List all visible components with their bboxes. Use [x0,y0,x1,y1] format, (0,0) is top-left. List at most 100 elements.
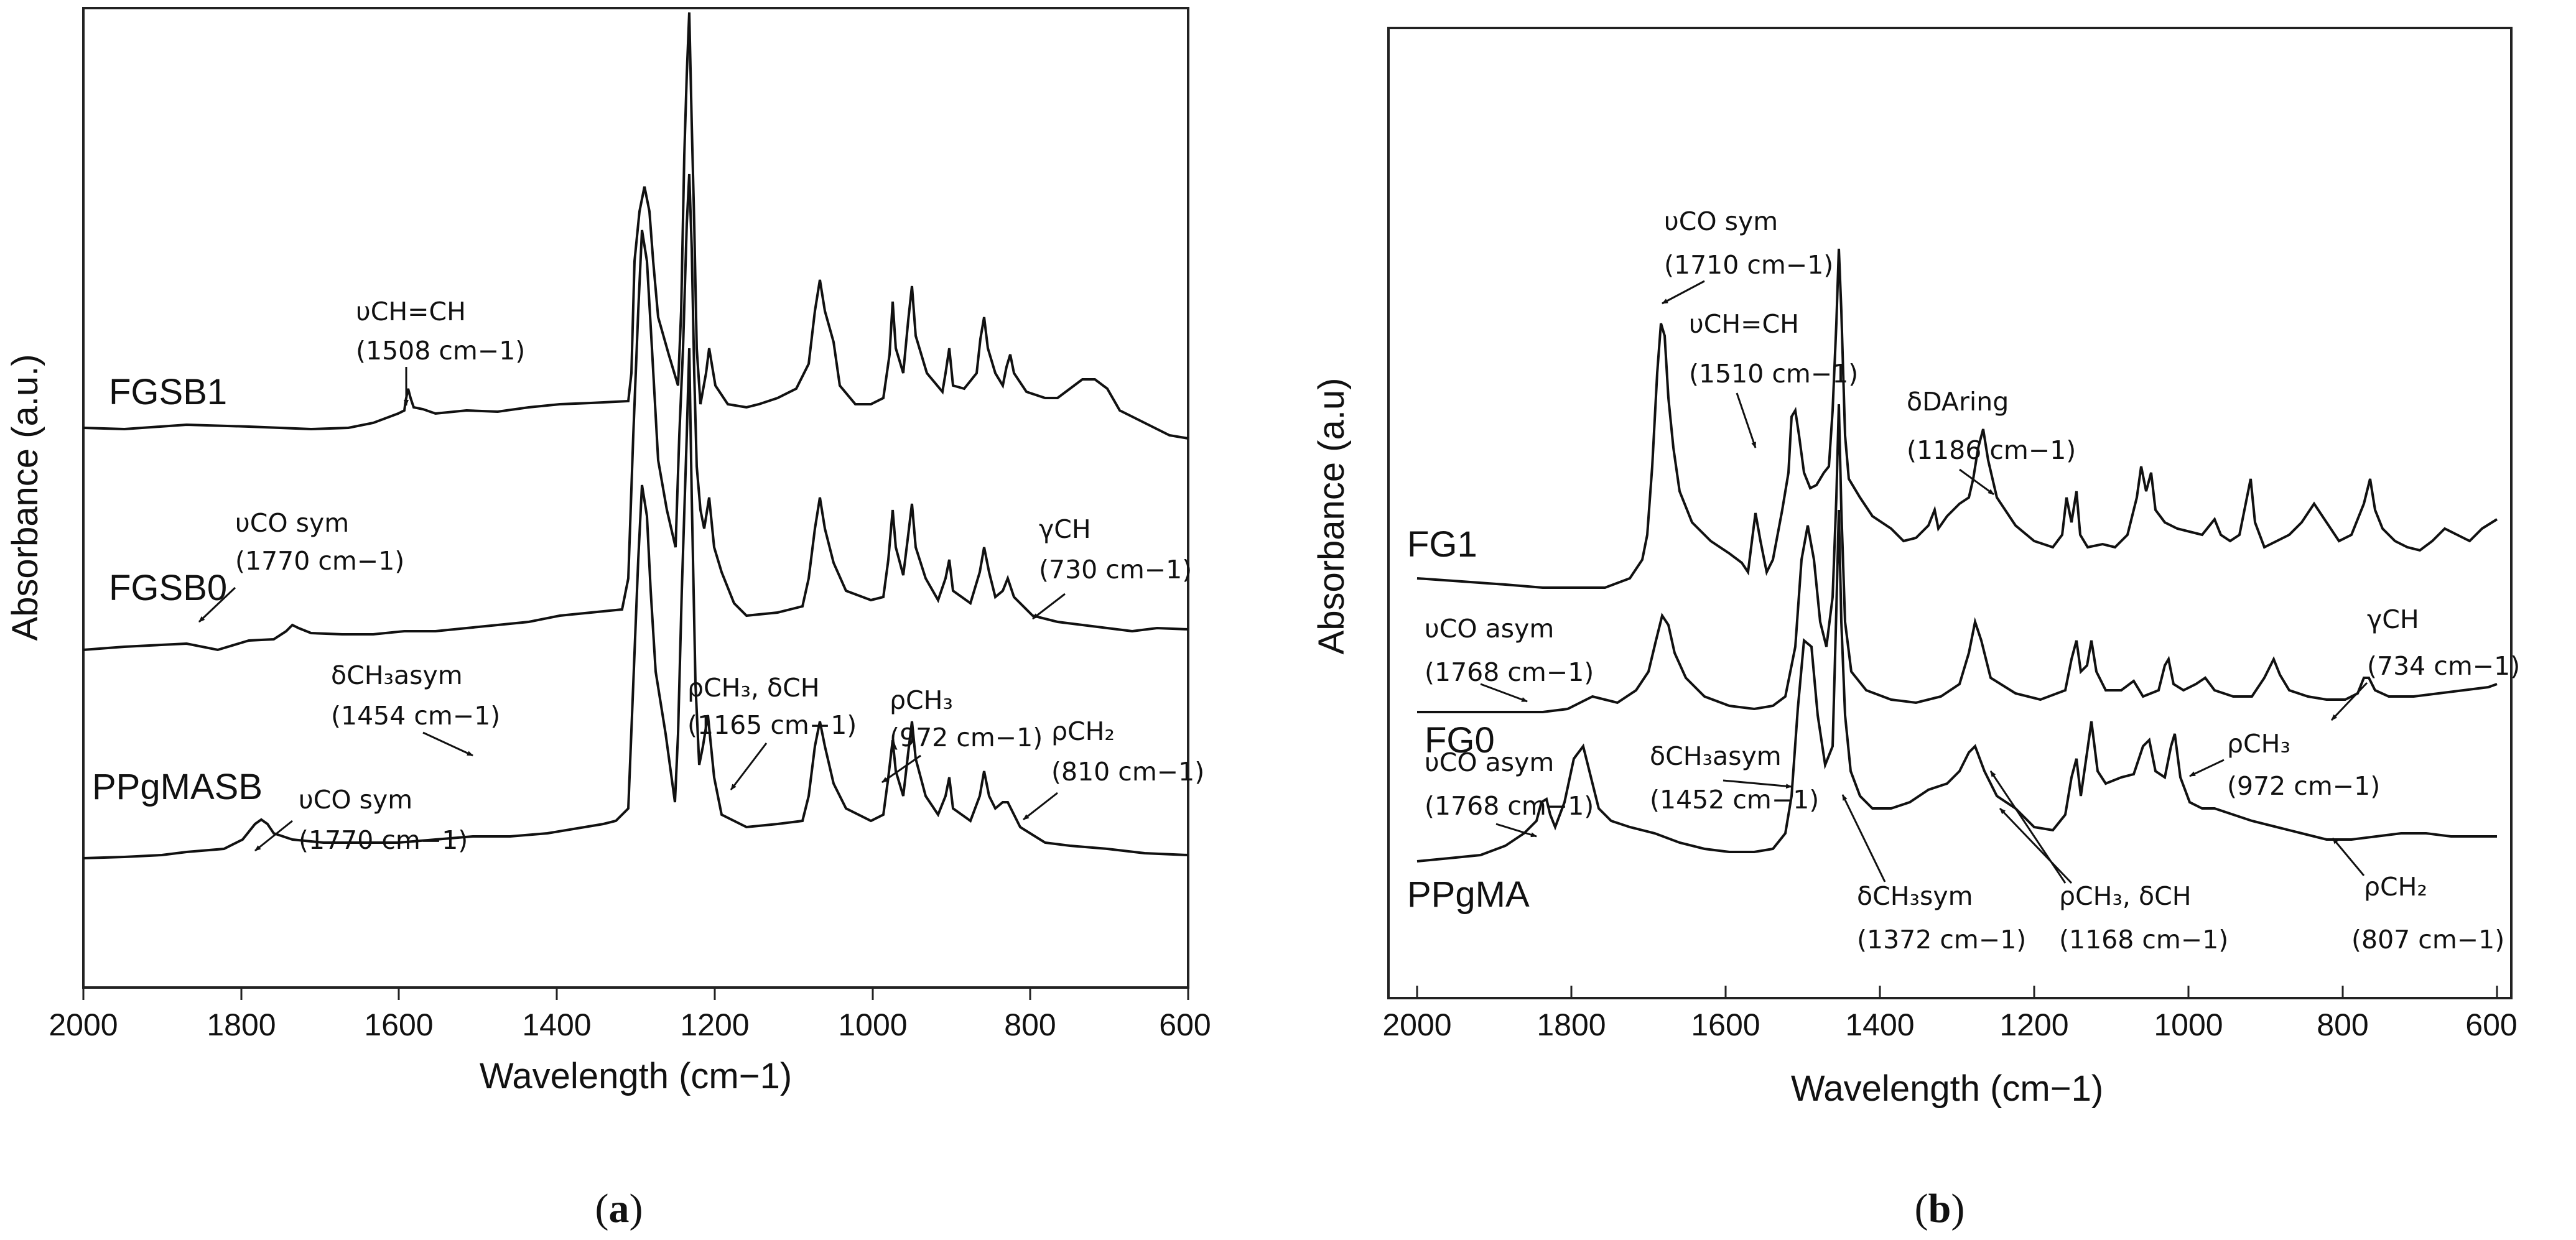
panel-a-y-axis-title: Absorbance (a.u.) [5,354,45,641]
annotation-value: (730 cm−1) [1039,555,1192,585]
spectrum-line-FG0 [1417,404,2498,713]
annotation-value: (1372 cm−1) [1857,925,2026,955]
x-tick-label: 1400 [522,1007,591,1042]
annotation: ρCH₂ (810 cm−1) [1023,716,1204,821]
annotation-arrow [1662,280,1705,305]
annotation-value: (1770 cm−1) [299,825,468,855]
annotation-arrow [1480,683,1528,703]
annotation-label: δCH₃sym [1857,881,1973,911]
annotation: υCH=CH (1508 cm−1) [356,297,525,406]
annotation: δCH₃sym (1372 cm−1) [1841,794,2026,955]
x-tick-label: 600 [2465,1007,2517,1042]
spectrum-line-PPgMA [1416,509,2497,863]
annotation-value: (972 cm−1) [2227,771,2380,801]
caption-a-letter: a [609,1186,630,1231]
x-tick-label: 1800 [1537,1007,1606,1042]
panel-b-y-axis-title: Absorbance (a.u) [1311,378,1352,655]
series-label-PPgMA: PPgMA [1407,874,1530,915]
x-tick-label: 1200 [1999,1007,2068,1042]
annotation-arrow [881,754,921,784]
annotation-label: υCH=CH [356,297,466,326]
series-label-FGSB1: FGSB1 [109,372,227,412]
annotation: υCO sym (1770 cm−1) [254,785,468,855]
annotation-value: (972 cm−1) [890,723,1043,752]
annotation-value: (1508 cm−1) [356,336,525,366]
series-label-FG1: FG1 [1407,524,1477,565]
caption-a: (a) [595,1186,643,1231]
annotation-label: υCO sym [235,508,349,538]
annotation-label: υCO asym [1425,614,1554,644]
x-tick-label: 1400 [1845,1007,1914,1042]
panel-a-x-tick-labels: 2000 1800 1600 1400 1200 1000 800 600 [49,1007,1211,1042]
x-tick-label: 1000 [2154,1007,2223,1042]
caption-b-letter: b [1928,1186,1951,1231]
annotation-arrow [2189,759,2225,777]
annotation-value: (1454 cm−1) [331,701,500,731]
annotation-label: δCH₃asym [331,660,463,690]
annotation: ρCH₃, δCH (1165 cm−1) [687,673,857,790]
annotation: γCH (730 cm−1) [1032,514,1192,620]
caption-b: (b) [1915,1186,1965,1231]
annotation-arrow [254,820,293,852]
panel-b: 2000 1800 1600 1400 1200 1000 800 600 Wa… [1311,27,2520,1231]
x-tick-label: 1200 [680,1007,749,1042]
annotation-label: ρCH₃ [2227,729,2290,759]
annotation-label: υCH=CH [1689,309,1799,339]
annotation-value: (1768 cm−1) [1425,791,1594,821]
panel-b-frame [1387,27,2513,999]
annotation-value: (1770 cm−1) [235,546,404,576]
spectrum-line-FG1 [1416,248,2498,589]
panel-a-frame [82,7,1189,989]
annotation: υCO sym (1770 cm−1) [198,508,404,623]
annotation-label: γCH [2367,604,2419,634]
annotation-arrow [198,586,236,623]
annotation-value: (1186 cm−1) [1907,435,2076,465]
annotation-label: γCH [1039,514,1091,544]
annotation-label: ρCH₃ [890,685,953,715]
annotation-value: (1710 cm−1) [1664,250,1833,280]
x-tick-label: 600 [1159,1007,1211,1042]
panel-a-x-axis-title: Wavelength (cm−1) [480,1056,792,1096]
annotation-arrow [1736,392,1757,448]
annotation: ρCH₃, δCH (1168 cm−1) [1989,770,2228,955]
series-label-PPgMASB: PPgMASB [92,767,263,807]
annotation-label: ρCH₂ [2364,872,2427,902]
annotation-value: (1168 cm−1) [2059,925,2228,955]
panel-b-x-axis-title: Wavelength (cm−1) [1791,1068,2103,1109]
annotation-label: ρCH₃, δCH [687,673,820,703]
annotation-label: υCO asym [1425,747,1554,777]
annotation-value: (1452 cm−1) [1650,785,1819,815]
x-tick-label: 2000 [49,1007,118,1042]
panel-a: 2000 1800 1600 1400 1200 1000 800 600 Wa… [5,7,1211,1231]
annotation-arrow [422,731,473,757]
series-label-FG0: FG0 [1425,720,1495,761]
x-tick-label: 2000 [1382,1007,1451,1042]
annotation-value: (807 cm−1) [2351,925,2504,955]
spectrum-line-FGSB0 [83,174,1189,652]
annotation-label: ρCH₃, δCH [2059,881,2192,911]
annotation: δCH₃asym (1452 cm−1) [1650,741,1819,815]
x-tick-label: 1600 [1691,1007,1760,1042]
annotation-arrow [2330,682,2368,721]
annotation-arrow [1723,779,1792,789]
annotation-value: (810 cm−1) [1051,757,1204,787]
annotation-value: (1768 cm−1) [1425,657,1594,687]
annotation-arrow [730,743,768,790]
annotation: υCO asym (1768 cm−1) [1425,614,1594,703]
x-tick-label: 800 [1004,1007,1056,1042]
panel-b-x-tick-labels: 2000 1800 1600 1400 1200 1000 800 600 [1382,1007,2517,1042]
annotation-label: δCH₃asym [1650,741,1782,771]
spectrum-line-FGSB1 [83,12,1189,440]
annotation: υCO sym (1710 cm−1) [1662,206,1833,305]
series-label-FGSB0: FGSB0 [109,568,227,608]
annotation-value: (1510 cm−1) [1689,359,1858,389]
annotation: ρCH₃ (972 cm−1) [881,685,1043,784]
annotation-value: (734 cm−1) [2367,651,2520,681]
annotation-arrow [1023,792,1058,821]
x-tick-label: 1000 [838,1007,907,1042]
annotation-arrow [1841,794,1886,882]
spectrum-line-PPgMASB [83,348,1189,859]
annotation: δCH₃asym (1454 cm−1) [331,660,500,757]
annotation-arrow [1495,823,1537,838]
